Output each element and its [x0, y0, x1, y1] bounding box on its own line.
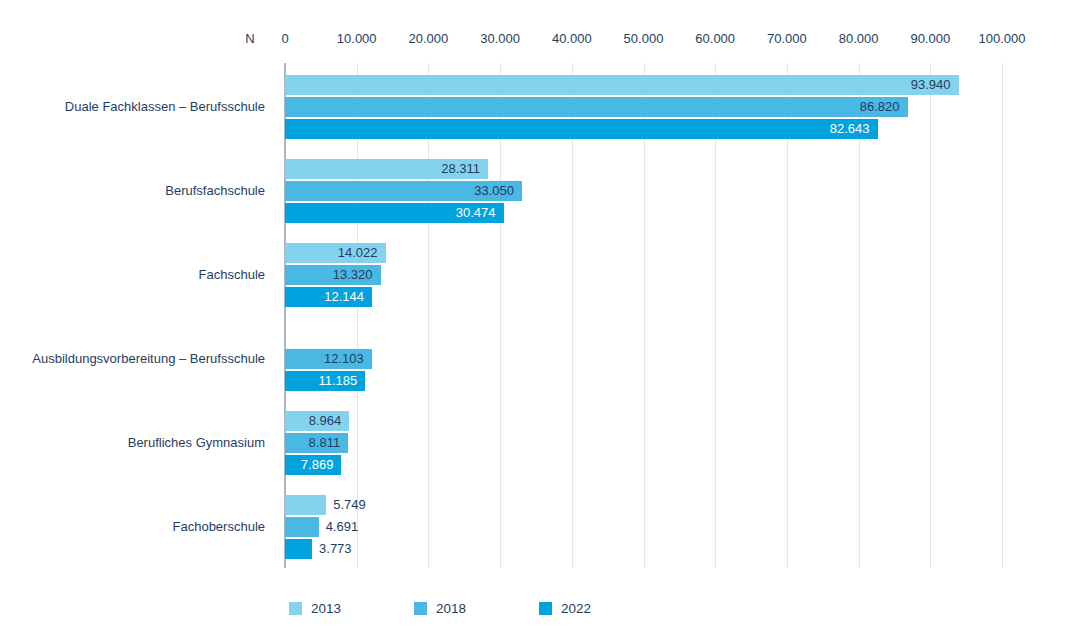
gridline: [1002, 63, 1003, 568]
legend-label: 2022: [561, 601, 591, 616]
x-tick-label: 80.000: [839, 31, 879, 47]
value-label: 8.964: [285, 411, 341, 431]
value-label: 12.103: [285, 349, 364, 369]
legend-swatch-2018: [414, 602, 427, 615]
value-label: 3.773: [319, 539, 352, 559]
x-tick-label: 0: [281, 31, 288, 47]
x-tick-label: 30.000: [480, 31, 520, 47]
x-tick-label: 90.000: [910, 31, 950, 47]
value-label: 14.022: [285, 243, 378, 263]
value-label: 86.820: [285, 97, 899, 117]
value-label: 28.311: [285, 159, 480, 179]
category-label: Berufliches Gymnasium: [0, 435, 265, 451]
bar-2013: [285, 495, 326, 515]
category-label: Berufsfachschule: [0, 183, 265, 199]
legend-label: 2013: [311, 601, 341, 616]
value-label: 12.144: [285, 287, 364, 307]
value-label: 93.940: [285, 75, 951, 95]
x-tick-label: 60.000: [695, 31, 735, 47]
value-label: 30.474: [285, 203, 495, 223]
value-label: 82.643: [285, 119, 870, 139]
category-label: Ausbildungsvorbereitung – Berufsschule: [0, 351, 265, 367]
legend-item-2018: 2018: [414, 601, 466, 616]
bar-2018: [285, 517, 319, 537]
category-label: Fachschule: [0, 267, 265, 283]
bar-2022: [285, 539, 312, 559]
axis-unit-label: N: [245, 31, 254, 47]
legend-item-2022: 2022: [539, 601, 591, 616]
category-label: Duale Fachklassen – Berufsschule: [0, 99, 265, 115]
value-label: 7.869: [285, 455, 333, 475]
legend-swatch-2022: [539, 602, 552, 615]
x-tick-label: 10.000: [337, 31, 377, 47]
value-label: 8.811: [285, 433, 340, 453]
legend-swatch-2013: [289, 602, 302, 615]
gridline: [930, 63, 931, 568]
x-tick-label: 100.000: [979, 31, 1026, 47]
value-label: 13.320: [285, 265, 373, 285]
value-label: 11.185: [285, 371, 357, 391]
x-tick-label: 20.000: [409, 31, 449, 47]
x-tick-label: 50.000: [624, 31, 664, 47]
x-tick-label: 40.000: [552, 31, 592, 47]
grouped-bar-chart: N 0 10.000 20.000 30.000 40.000 50.000 60.000 7…: [0, 0, 1080, 632]
value-label: 5.749: [333, 495, 366, 515]
x-tick-label: 70.000: [767, 31, 807, 47]
value-label: 33.050: [285, 181, 514, 201]
legend-item-2013: 2013: [289, 601, 341, 616]
category-label: Fachoberschule: [0, 519, 265, 535]
legend-label: 2018: [436, 601, 466, 616]
value-label: 4.691: [326, 517, 359, 537]
